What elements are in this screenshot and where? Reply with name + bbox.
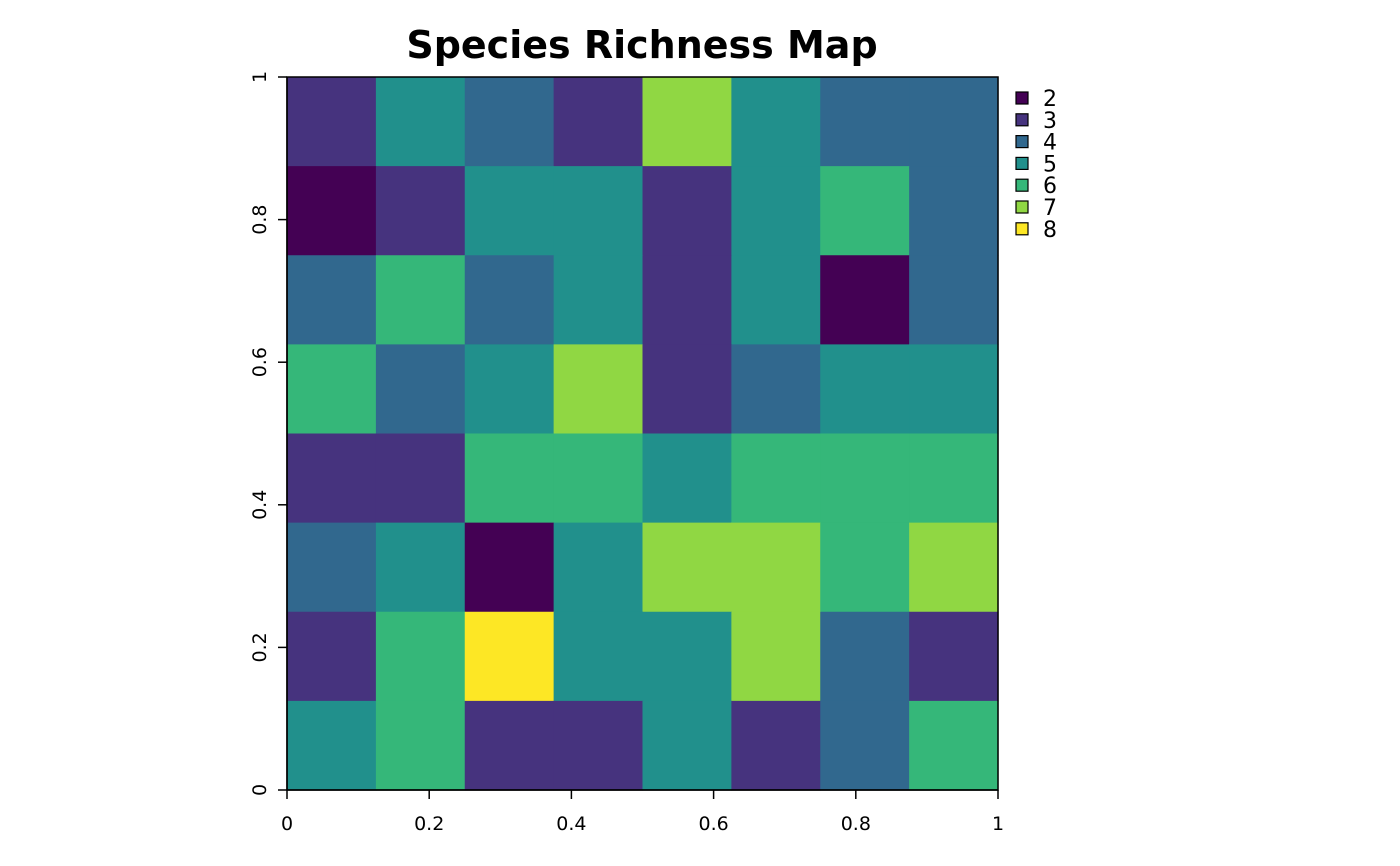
heatmap-cell — [731, 522, 821, 613]
heatmap-cell — [731, 255, 821, 345]
x-tick-label: 0 — [281, 813, 293, 835]
heatmap-cell — [642, 522, 732, 613]
heatmap-cell — [731, 166, 821, 256]
y-tick-label: 0 — [249, 784, 271, 796]
heatmap-cell — [464, 611, 555, 702]
legend-swatch — [1015, 200, 1029, 214]
y-tick-label: 1 — [249, 71, 271, 83]
heatmap-cell — [464, 166, 555, 256]
heatmap-cell — [553, 522, 644, 613]
legend-swatch — [1015, 222, 1029, 236]
heatmap-cell — [820, 255, 910, 345]
heatmap-cell — [553, 611, 644, 702]
heatmap-cell — [375, 433, 466, 524]
heatmap-cell — [287, 77, 377, 167]
x-tick-label: 0.6 — [698, 813, 728, 835]
heatmap-cell — [553, 77, 644, 167]
heatmap-cell — [464, 522, 555, 613]
heatmap-cell — [909, 433, 999, 524]
heatmap-cell — [287, 700, 377, 791]
heatmap-cell — [909, 344, 999, 435]
y-axis: 0 0.2 0.4 0.6 0.8 1 — [249, 71, 288, 796]
heatmap-cell — [731, 611, 821, 702]
legend-label: 3 — [1043, 109, 1057, 134]
heatmap-cell — [553, 344, 644, 435]
heatmap-cell — [642, 166, 732, 256]
heatmap-cell — [909, 700, 999, 791]
heatmap-cell — [553, 255, 644, 345]
legend-swatch — [1015, 156, 1029, 170]
heatmap-cell — [731, 700, 821, 791]
heatmap-cell — [820, 77, 910, 167]
heatmap-cell — [375, 77, 466, 167]
legend-swatch — [1015, 178, 1029, 192]
heatmap-cell — [287, 611, 377, 702]
x-axis: 0 0.2 0.4 0.6 0.8 1 — [281, 789, 1004, 835]
heatmap-cell — [375, 700, 466, 791]
heatmap-cell — [909, 255, 999, 345]
heatmap-cell — [731, 77, 821, 167]
heatmap-cell — [642, 77, 732, 167]
chart-title: Species Richness Map — [406, 23, 877, 67]
heatmap-cell — [464, 255, 555, 345]
legend-label: 8 — [1043, 218, 1057, 243]
legend-swatch — [1015, 113, 1029, 127]
heatmap-cell — [375, 344, 466, 435]
heatmap-cell — [642, 700, 732, 791]
heatmap-cell — [464, 344, 555, 435]
y-tick-label: 0.4 — [249, 490, 271, 520]
legend-label: 6 — [1043, 174, 1057, 199]
heatmap-cell — [553, 166, 644, 256]
heatmap-cell — [731, 344, 821, 435]
x-tick-label: 0.8 — [841, 813, 871, 835]
legend-label: 4 — [1043, 131, 1057, 156]
legend-label: 7 — [1043, 196, 1057, 221]
heatmap-cell — [287, 166, 377, 256]
heatmap-cell — [375, 255, 466, 345]
heatmap-cell — [820, 433, 910, 524]
heatmap-cell — [642, 255, 732, 345]
y-tick-label: 0.8 — [249, 204, 271, 234]
legend-label: 2 — [1043, 87, 1057, 112]
heatmap-cell — [642, 344, 732, 435]
heatmap-cell — [909, 611, 999, 702]
x-tick-label: 0.4 — [556, 813, 586, 835]
heatmap-cell — [553, 700, 644, 791]
legend-swatch — [1015, 135, 1029, 149]
heatmap-cell — [820, 166, 910, 256]
y-tick-label: 0.6 — [249, 347, 271, 377]
heatmap-cell — [375, 522, 466, 613]
heatmap-cell — [642, 433, 732, 524]
heatmap-cell — [287, 344, 377, 435]
heatmap-cell — [287, 522, 377, 613]
heatmap-cell — [287, 433, 377, 524]
heatmap-cell — [909, 522, 999, 613]
heatmap-cell — [287, 255, 377, 345]
heatmap-cell — [909, 166, 999, 256]
heatmap-cell — [731, 433, 821, 524]
legend-label: 5 — [1043, 152, 1057, 177]
heatmap-cell — [909, 77, 999, 167]
heatmap-cell — [464, 700, 555, 791]
heatmap-cell — [642, 611, 732, 702]
x-tick-label: 0.2 — [414, 813, 444, 835]
heatmap-cell — [820, 611, 910, 702]
x-tick-label: 1 — [992, 813, 1004, 835]
heatmap-cell — [553, 433, 644, 524]
heatmap-cell — [820, 344, 910, 435]
heatmap-cell — [464, 433, 555, 524]
heatmap-cell — [820, 522, 910, 613]
heatmap-cells — [287, 77, 999, 791]
heatmap-cell — [375, 166, 466, 256]
heatmap-cell — [464, 77, 555, 167]
y-tick-label: 0.2 — [249, 632, 271, 662]
legend-swatch — [1015, 91, 1029, 105]
heatmap-cell — [820, 700, 910, 791]
heatmap-cell — [375, 611, 466, 702]
